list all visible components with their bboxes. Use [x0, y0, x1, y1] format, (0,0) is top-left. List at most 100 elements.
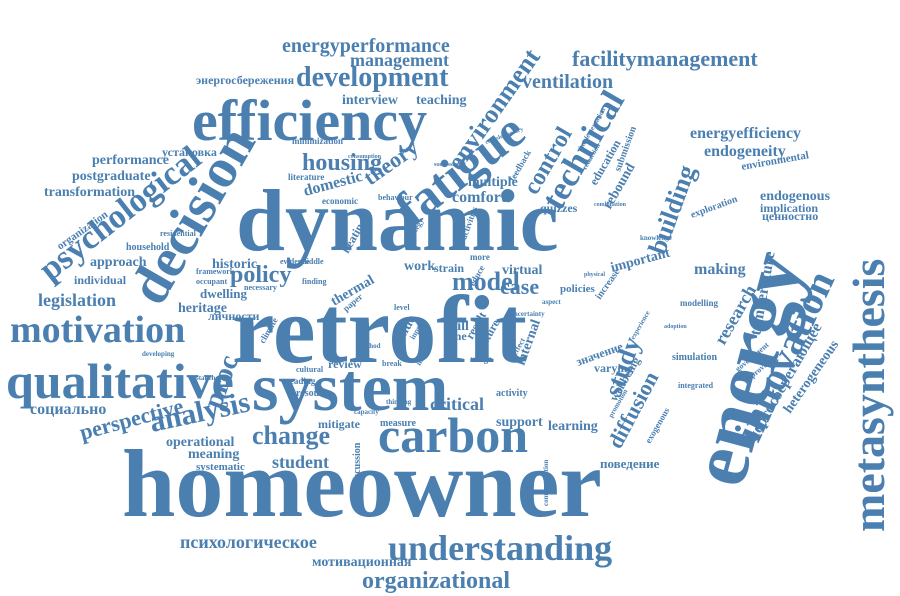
word-postgraduate: postgraduate: [72, 169, 151, 184]
word-exploration: exploration: [689, 194, 739, 221]
word-range: range: [470, 354, 492, 364]
word-operational: operational: [166, 435, 235, 450]
word-behaviour: behaviour: [378, 193, 413, 202]
word-residential: residential: [160, 229, 197, 238]
word-different: different: [502, 223, 510, 250]
word-experience: experience: [629, 309, 652, 341]
word-change: change: [252, 421, 330, 450]
word-understanding: understanding: [388, 528, 612, 568]
word-case: case: [500, 274, 539, 299]
word-comfort: comfort: [452, 189, 507, 206]
word-historic: historic: [212, 257, 257, 272]
word-carbon: carbon: [378, 407, 528, 463]
word-model: model: [452, 267, 520, 296]
word-multiple: multiple: [468, 175, 518, 190]
word-physical: physical: [584, 272, 605, 278]
word-work: work: [404, 259, 435, 274]
word-systematic: systematic: [196, 461, 245, 473]
word-reading: reading: [286, 376, 316, 386]
word-interview: interview: [342, 93, 399, 108]
word-teaching: teaching: [416, 93, 467, 108]
word-adoption: adoption: [664, 324, 687, 330]
word-minimization: minimization: [292, 136, 343, 146]
word-legislation: legislation: [38, 290, 116, 310]
word-sotsialno: социально: [30, 401, 106, 418]
word-skill: skill: [444, 319, 469, 334]
word-varying: varying: [594, 361, 633, 375]
word-individual: individual: [74, 273, 127, 287]
word-discussion: discussion: [352, 442, 363, 486]
word-developing: developing: [142, 350, 175, 358]
word-evidence: evidence: [280, 257, 310, 266]
word-framework: framework: [196, 267, 235, 276]
word-qualitative: qualitative: [6, 353, 234, 409]
word-thinking: thinking: [386, 398, 412, 406]
word-middle: middle: [300, 257, 324, 266]
word-homeowner: homeowner: [122, 430, 602, 537]
word-stakeholder: stakeholder: [196, 374, 231, 382]
word-tsennostno: ценностно: [762, 209, 818, 223]
word-strain: strain: [434, 261, 464, 275]
word-necessary: necessary: [244, 283, 277, 292]
word-integrated: integrated: [678, 381, 714, 390]
word-review: review: [328, 357, 362, 371]
word-student: student: [272, 452, 329, 472]
word-endogeneity: endogeneity: [704, 143, 786, 160]
word-efficiency: efficiency: [192, 88, 427, 153]
word-aspect: aspect: [542, 298, 561, 306]
word-endogenous: endogenous: [760, 189, 831, 204]
word-development: development: [296, 62, 449, 93]
word-housing: housing: [302, 150, 382, 176]
word-knowledge: knowledge: [640, 234, 672, 242]
word-economic: economic: [322, 196, 358, 206]
word-time: time: [444, 329, 467, 343]
word-policy: policy: [230, 262, 291, 288]
word-management: management: [350, 50, 449, 70]
word-activity: activity: [496, 388, 528, 399]
word-lichnosti: личности: [208, 309, 260, 323]
word-dynamic: dynamic: [236, 173, 559, 270]
word-learning: learning: [548, 419, 598, 434]
word-meaning: meaning: [188, 447, 239, 462]
word-metasynthesis: metasynthesis: [843, 259, 894, 532]
word-occupant: occupant: [196, 277, 227, 286]
word-support: support: [496, 415, 543, 430]
word-facilitymanagement: facilitymanagement: [572, 46, 758, 71]
word-method: method: [358, 342, 381, 350]
word-psikhologicheskoe: психологическое: [180, 532, 317, 552]
word-retrofit: retrofit: [232, 276, 527, 383]
word-performance: performance: [92, 153, 169, 168]
word-energyperformance: energyperformance: [282, 35, 450, 57]
word-successive: successive: [434, 162, 460, 168]
word-consumption: consumption: [348, 154, 382, 160]
word-virtual: virtual: [502, 263, 543, 278]
word-combination: combination: [594, 202, 627, 208]
word-implication: implication: [760, 201, 818, 215]
word-ventilation: ventilation: [522, 71, 613, 93]
word-system: system: [252, 349, 448, 425]
word-ustanovka: установка: [162, 145, 217, 159]
word-more: more: [470, 252, 490, 262]
word-simulation: simulation: [672, 352, 717, 363]
word-cultural: cultural: [296, 365, 324, 374]
word-povedenie: поведение: [600, 456, 660, 471]
word-household: household: [126, 242, 170, 253]
word-approach: approach: [90, 255, 147, 270]
word-break: break: [382, 359, 402, 368]
word-organizational: organizational: [362, 568, 510, 594]
word-dwelling: dwelling: [200, 286, 247, 301]
word-energosberezheniya: энергосбережения: [196, 73, 295, 87]
word-modelling: modelling: [680, 298, 719, 308]
word-resource: resource: [296, 388, 333, 399]
word-policies: policies: [560, 283, 596, 295]
word-making: making: [694, 261, 746, 278]
word-level: level: [394, 303, 410, 312]
word-motivatsionnaya: мотивационная: [312, 555, 412, 570]
word-uncertainty: uncertainty: [510, 310, 545, 318]
word-exogenous: exogenous: [643, 405, 672, 445]
word-measure: measure: [380, 418, 416, 429]
word-capacity: capacity: [354, 408, 379, 416]
word-critical: critical: [430, 394, 484, 414]
word-heritage: heritage: [178, 301, 227, 316]
